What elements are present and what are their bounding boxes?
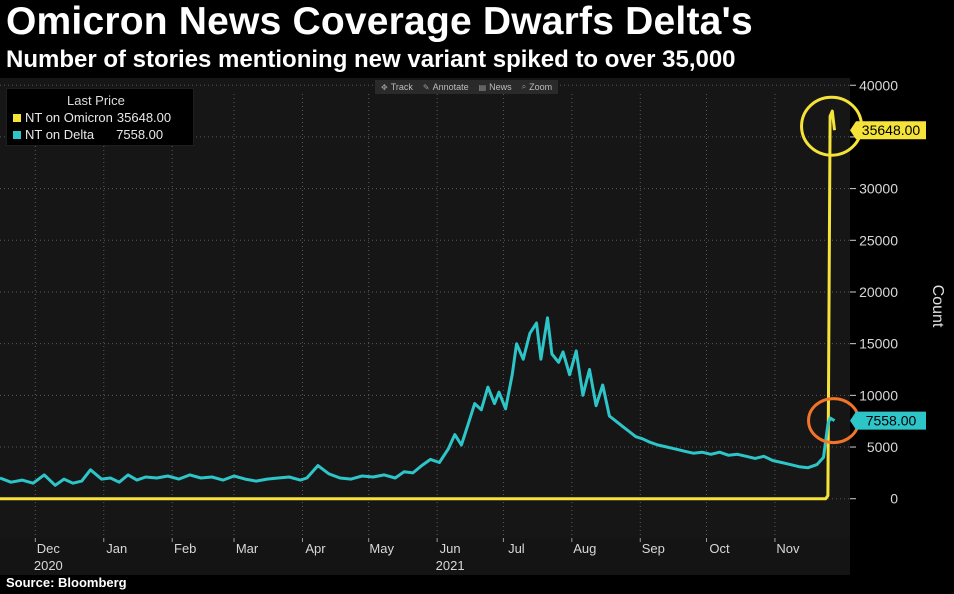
x-tick-label: Sep <box>642 541 665 556</box>
annotate-label: Annotate <box>432 82 469 92</box>
y-tick-label: 0 <box>890 491 898 507</box>
x-tick-label: Aug <box>573 541 596 556</box>
omicron-last-value-tag: 35648.00 <box>850 121 926 140</box>
x-tick-label: Jul <box>508 541 525 556</box>
delta-series-line <box>0 316 836 487</box>
crosshair-icon: ✥ <box>381 82 388 92</box>
line-chart[interactable]: 0 5000 10000 15000 20000 25000 30000 40000 Count… <box>0 78 954 575</box>
plot-background <box>0 78 850 538</box>
omicron-series-line <box>0 109 836 501</box>
x-tick-label: Jan <box>106 541 127 556</box>
x-tick-label: Oct <box>709 541 730 556</box>
x-tick-label: Jun <box>440 541 461 556</box>
legend-omicron-value: 35648.00 <box>116 110 172 125</box>
x-year-label: 2021 <box>436 558 465 573</box>
news-label: News <box>489 82 512 92</box>
x-tick-label: Dec <box>37 541 61 556</box>
omicron-swatch-icon <box>13 113 21 122</box>
news-icon: ▤ <box>478 82 487 92</box>
track-button[interactable]: ✥ Track <box>381 81 413 93</box>
source-note: Source: Bloomberg <box>6 575 127 590</box>
legend-delta-label: NT on Delta <box>25 127 95 142</box>
legend-title: Last Price <box>67 93 125 108</box>
pencil-icon: ✎ <box>422 82 430 92</box>
magnifier-icon: ⌕ <box>521 82 527 91</box>
y-tick-label: 30000 <box>859 181 898 197</box>
delta-swatch-icon <box>13 130 21 139</box>
y-tick-label: 10000 <box>859 387 898 403</box>
legend-item-delta[interactable]: NT on Delta 7558.00 <box>13 127 163 142</box>
x-tick-label: May <box>369 541 394 556</box>
annotate-button[interactable]: ✎ Annotate <box>423 81 469 93</box>
value-tag-shape <box>850 411 926 430</box>
x-tick-label: Mar <box>236 541 259 556</box>
delta-last-value-tag: 7558.00 <box>850 411 926 430</box>
legend-item-omicron[interactable]: NT on Omicron 35648.00 <box>13 110 171 125</box>
chart-area[interactable]: 0 5000 10000 15000 20000 25000 30000 40000 Count… <box>0 78 954 575</box>
legend-delta-value: 7558.00 <box>116 127 164 142</box>
y-tick-label: 25000 <box>859 232 898 248</box>
x-tick-label: Apr <box>305 541 326 556</box>
value-tag-shape <box>850 121 926 140</box>
value-tag-label: 35648.00 <box>862 122 921 138</box>
zoom-button[interactable]: ⌕ Zoom <box>522 81 553 93</box>
x-tick-label: Feb <box>174 541 196 556</box>
track-label: Track <box>390 82 413 92</box>
y-tick-label: 40000 <box>859 78 898 93</box>
chart-legend: Last Price NT on Omicron 35648.00 NT on … <box>6 88 194 146</box>
y-axis-title: Count <box>929 285 946 328</box>
x-tick-label: Nov <box>776 541 800 556</box>
chart-subtitle: Number of stories mentioning new variant… <box>6 46 736 73</box>
y-tick-label: 15000 <box>859 336 898 352</box>
value-tag-label: 7558.00 <box>866 413 917 429</box>
x-year-label: 2020 <box>34 558 63 573</box>
legend-omicron-label: NT on Omicron <box>25 110 113 125</box>
chart-toolbar: ✥ Track ✎ Annotate ▤ News ⌕ Zoom <box>375 80 559 94</box>
x-axis-band <box>0 538 850 575</box>
y-tick-label: 20000 <box>859 284 898 300</box>
y-tick-label: 5000 <box>867 439 898 455</box>
zoom-label: Zoom <box>529 82 553 92</box>
news-button[interactable]: ▤ News <box>479 81 512 93</box>
y-axis-band <box>850 78 954 538</box>
chart-title: Omicron News Coverage Dwarfs Delta's <box>6 0 753 43</box>
